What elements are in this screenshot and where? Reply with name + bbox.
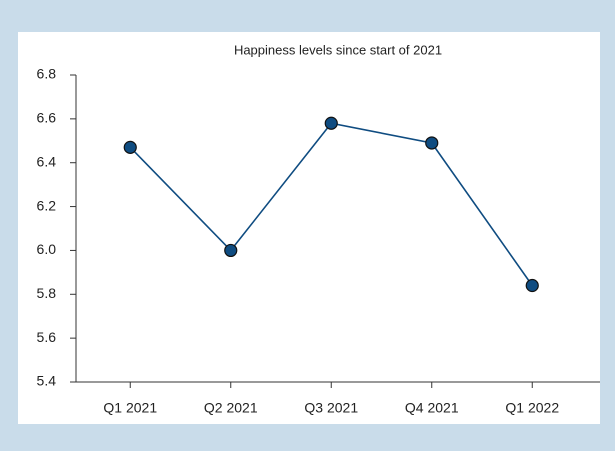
marker xyxy=(425,136,439,150)
marker xyxy=(123,140,137,154)
y-tick-label: 5.4 xyxy=(37,373,57,389)
x-tick-label: Q1 2022 xyxy=(505,400,559,416)
y-tick-label: 6.0 xyxy=(37,241,57,257)
marker xyxy=(324,116,338,130)
y-tick-label: 5.6 xyxy=(37,329,57,345)
x-tick-label: Q4 2021 xyxy=(405,400,459,416)
y-tick-label: 6.6 xyxy=(37,110,57,126)
marker xyxy=(224,243,238,258)
y-tick-label: 6.8 xyxy=(37,66,57,82)
y-tick-label: 6.4 xyxy=(37,153,57,169)
x-tick-label: Q2 2021 xyxy=(204,400,258,416)
y-tick-label: 5.8 xyxy=(37,285,57,301)
x-tick-label: Q3 2021 xyxy=(304,400,358,416)
x-tick-label: Q1 2021 xyxy=(103,400,157,416)
marker xyxy=(525,278,539,293)
y-tick-label: 6.2 xyxy=(37,197,57,213)
chart-title: Happiness levels since start of 2021 xyxy=(234,42,442,57)
plot-panel xyxy=(18,32,600,424)
